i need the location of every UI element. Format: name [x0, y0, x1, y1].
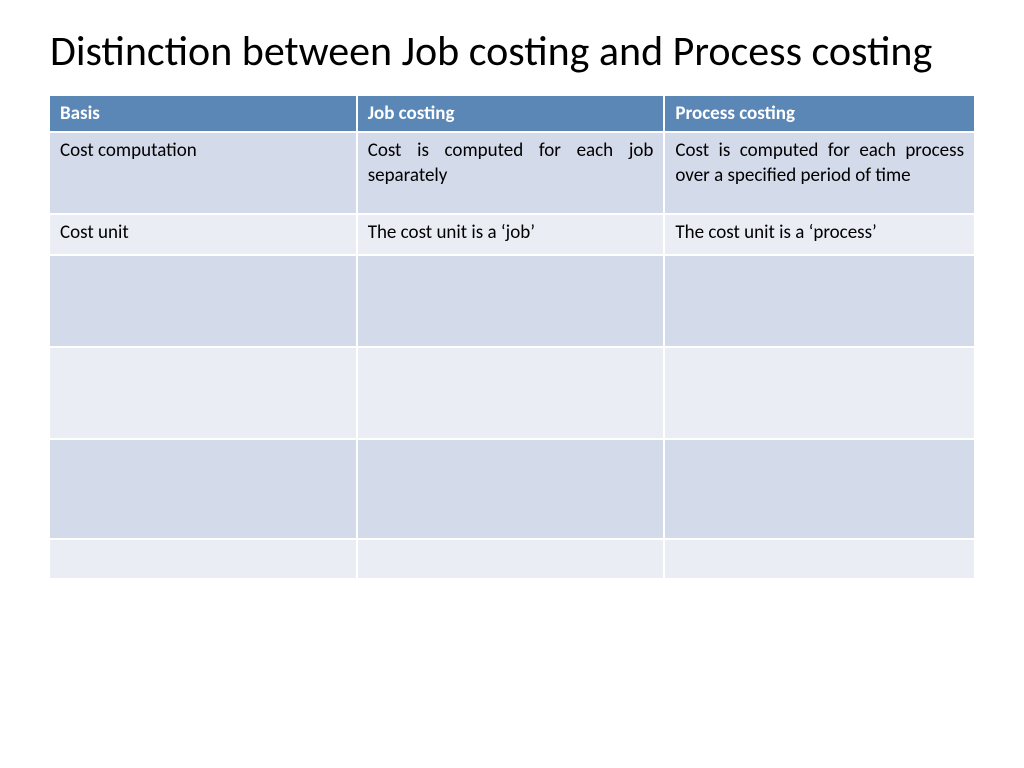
cell-job	[358, 254, 666, 346]
cell-basis: Cost unit	[50, 213, 358, 254]
cell-job: The cost unit is a ‘job’	[358, 213, 666, 254]
cell-process	[665, 254, 974, 346]
col-process: Process costing	[665, 96, 974, 131]
cell-basis: Cost computation	[50, 131, 358, 213]
page-title: Distinction between Job costing and Proc…	[50, 28, 974, 76]
cell-process: The cost unit is a ‘process’	[665, 213, 974, 254]
slide: Distinction between Job costing and Proc…	[0, 0, 1024, 768]
col-job: Job costing	[358, 96, 666, 131]
table-row	[50, 538, 974, 578]
cell-job: Cost is computed for each job separately	[358, 131, 666, 213]
cell-basis	[50, 438, 358, 538]
cell-basis	[50, 254, 358, 346]
table-row	[50, 346, 974, 438]
table-header-row: Basis Job costing Process costing	[50, 96, 974, 131]
cell-process: Cost is computed for each process over a…	[665, 131, 974, 213]
comparison-table: Basis Job costing Process costing Cost c…	[50, 96, 974, 578]
table-row: Cost unit The cost unit is a ‘job’ The c…	[50, 213, 974, 254]
col-basis: Basis	[50, 96, 358, 131]
cell-process	[665, 346, 974, 438]
cell-basis	[50, 346, 358, 438]
cell-job	[358, 538, 666, 578]
cell-basis	[50, 538, 358, 578]
cell-job	[358, 346, 666, 438]
table-row	[50, 254, 974, 346]
table-row: Cost computation Cost is computed for ea…	[50, 131, 974, 213]
cell-process	[665, 438, 974, 538]
cell-process	[665, 538, 974, 578]
cell-job	[358, 438, 666, 538]
table-row	[50, 438, 974, 538]
